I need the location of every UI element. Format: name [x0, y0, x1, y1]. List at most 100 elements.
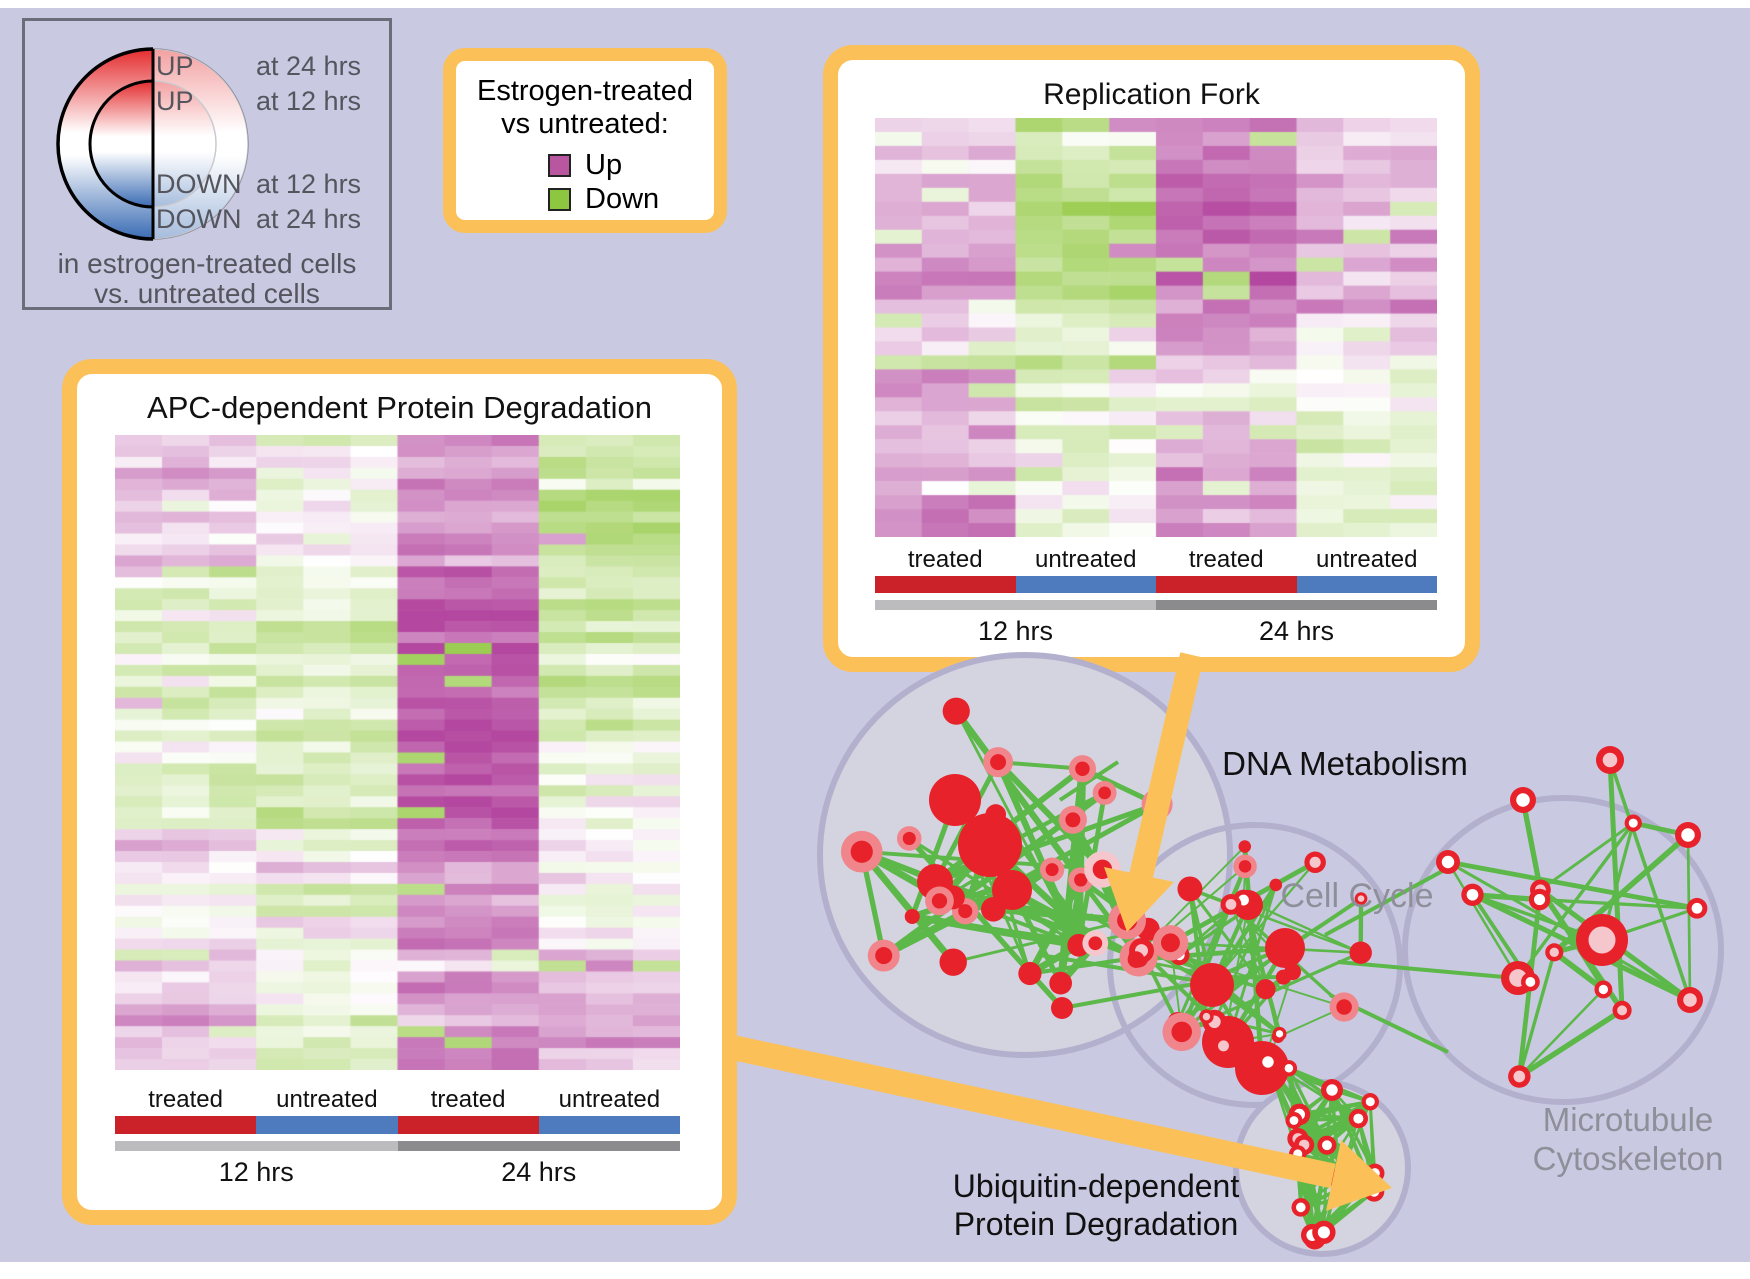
gene-node-center [1683, 993, 1697, 1007]
gene-node [1238, 860, 1252, 873]
ring-label-dn-outer: DOWN [156, 204, 241, 234]
network-edge [1188, 888, 1267, 991]
network-edge [952, 919, 1128, 964]
gene-node-center [1284, 1064, 1294, 1073]
apc-group-labels: treated untreated treated untreated [115, 1086, 680, 1114]
ring-legend-box: UP at 24 hrs UP at 12 hrs DOWN at 12 hrs… [22, 18, 392, 310]
untreated-bar [1296, 576, 1437, 593]
legend-item-up: Up [548, 149, 622, 182]
apc-heatmap [115, 435, 680, 1070]
ring-caption-2: vs. untreated cells [94, 278, 320, 307]
network-edge [1324, 866, 1449, 937]
network-edge [1246, 904, 1280, 1037]
gene-node [1051, 997, 1073, 1019]
network-edge [1539, 897, 1698, 910]
time-bar-24hrs [1156, 600, 1437, 610]
network-edge [1539, 821, 1635, 891]
network-edge [1446, 861, 1520, 979]
gene-node-center [1525, 977, 1536, 987]
gene-node [958, 813, 1022, 877]
network-edge [955, 710, 1080, 946]
gene-node [981, 897, 1006, 922]
cell-cycle-label: Cell Cycle [1280, 877, 1433, 915]
network-edge [1061, 980, 1206, 1010]
time-label-24hrs: 24 hrs [1258, 616, 1335, 646]
apc-panel: APC-dependent Protein Degradation treate… [62, 359, 737, 1225]
gene-node [1190, 963, 1234, 1007]
arrow-repfork-to-dna-head [1104, 867, 1174, 932]
ring-label-up-inner: UP [156, 86, 194, 116]
ring-label-dn-inner-t: at 12 hrs [256, 169, 361, 199]
down-label: Down [585, 183, 660, 215]
repfork-condition-bar [875, 576, 1437, 593]
group-label: treated [148, 1086, 223, 1113]
network-edge [859, 849, 956, 965]
dna-metabolism-label: DNA Metabolism [1222, 745, 1468, 782]
network-edge [1337, 960, 1516, 980]
time-label-12hrs: 12 hrs [977, 616, 1054, 646]
gene-node [939, 948, 967, 976]
connector-arrows [732, 652, 1392, 1211]
micro-cluster-ellipse [1402, 795, 1724, 1105]
gene-node [1265, 928, 1305, 968]
ring-label-up-outer-t: at 24 hrs [256, 51, 361, 81]
untreated-bar [256, 1116, 398, 1134]
gene-node [1049, 971, 1073, 995]
network-edge [1517, 951, 1556, 1077]
network-edge [1058, 760, 1120, 802]
network-edge [1607, 759, 1625, 1011]
network-edge [1472, 892, 1540, 903]
network-edge [1447, 859, 1698, 911]
gene-node-center [1275, 1030, 1284, 1038]
untreated-bar [1015, 576, 1156, 593]
gene-node-center [1441, 855, 1455, 869]
gene-node [1238, 840, 1252, 853]
gene-node-center [1549, 947, 1559, 958]
time-label-12hrs: 12 hrs [218, 1157, 294, 1187]
gene-node-center [1295, 1202, 1306, 1213]
gene-node [1171, 1021, 1192, 1043]
gene-node-center [1513, 1070, 1526, 1083]
arrow-repfork-to-dna-shaft [1129, 652, 1204, 879]
group-label: untreated [1035, 546, 1137, 573]
legend-item-down: Down [548, 183, 659, 216]
network-edge [912, 914, 1096, 945]
treated-bar [1156, 576, 1297, 593]
network-edge [1520, 799, 1543, 891]
gene-node-center [1353, 1113, 1364, 1124]
gene-node [1127, 951, 1145, 968]
gene-node [1098, 786, 1112, 800]
network-edge [1287, 1067, 1329, 1146]
replication-fork-title: Replication Fork [1043, 78, 1260, 111]
gene-node [929, 774, 981, 826]
down-color-swatch [548, 188, 571, 211]
gene-node-center [1202, 1012, 1211, 1021]
gene-node [1075, 761, 1090, 776]
gene-node-center [1289, 1116, 1299, 1125]
repfork-time-bar [875, 600, 1437, 610]
ring-label-dn-inner: DOWN [156, 169, 241, 199]
gene-node [992, 870, 1032, 910]
gene-node [1255, 979, 1276, 1000]
group-label: untreated [1316, 546, 1418, 573]
apc-time-labels: 12 hrs 24 hrs [115, 1157, 680, 1188]
network-edge [1608, 759, 1692, 1001]
gene-node-center [1225, 899, 1237, 910]
gene-node-center [1322, 1140, 1332, 1151]
network-edge [1517, 1008, 1624, 1079]
arrow-apc-to-ubi-head [1326, 1140, 1392, 1211]
gene-node-center [1262, 1056, 1274, 1068]
network-edge [1686, 834, 1692, 1001]
network-edge [952, 895, 1128, 923]
untreated-bar [538, 1116, 680, 1134]
comparison-legend-box: Estrogen-treated vs untreated: Up Down [443, 48, 727, 233]
up-color-swatch [548, 154, 571, 177]
treated-bar [115, 1116, 257, 1134]
group-label: treated [1188, 546, 1264, 573]
gene-node [1284, 963, 1302, 981]
repfork-time-labels: 12 hrs 24 hrs [875, 616, 1437, 647]
ring-left-outline [56, 47, 154, 241]
group-label: untreated [276, 1086, 378, 1113]
ubiquitin-label-line2: Protein Degradation [954, 1206, 1239, 1242]
